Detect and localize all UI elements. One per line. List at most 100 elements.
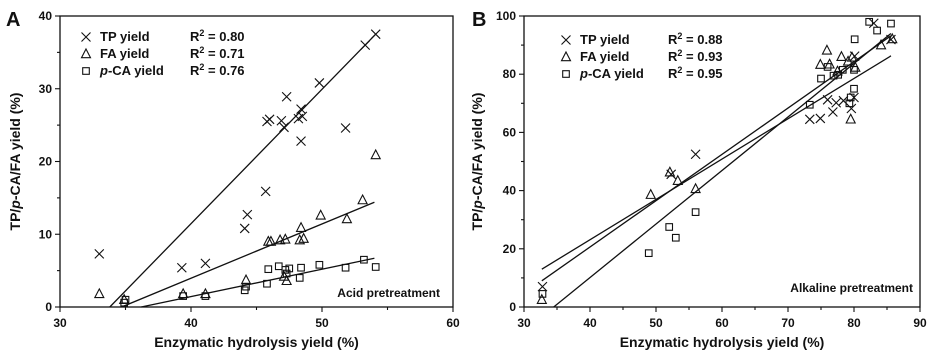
x-tick-label-5: 80 (847, 316, 861, 330)
p-ca-yield-point-9 (834, 70, 843, 79)
tp-yield-point-5 (260, 186, 271, 197)
panel-letter: A (6, 9, 20, 31)
y-tick-label-0: 0 (45, 300, 52, 314)
fa-yield-point-17 (278, 270, 290, 281)
tp-yield-legend-label: TP yield (100, 29, 150, 44)
y-tick-label-3: 60 (503, 125, 517, 139)
p-ca-yield-point-10 (282, 269, 291, 278)
tp-yield-legend-marker (561, 35, 571, 45)
p-ca-yield-fit-line (541, 55, 892, 270)
p-ca-yield-point-3 (201, 292, 210, 300)
fa-yield-point-10 (294, 233, 306, 245)
y-tick-label-1: 10 (39, 227, 53, 241)
p-ca-yield-point-4 (691, 208, 700, 216)
panel-a: A 30 40 50 60 0 10 20 30 40 Enzymatic hydrolysis y… (6, 9, 460, 350)
x-tick-label-2: 50 (315, 316, 329, 330)
tp-yield-point-7 (831, 97, 842, 108)
x-axis-title: Enzymatic hydrolysis yield (%) (620, 334, 825, 350)
tp-yield-point-9 (846, 103, 857, 114)
x-tick-label-6: 90 (913, 316, 927, 330)
tp-yield-point-12 (868, 18, 879, 29)
y-tick-label-2: 20 (39, 155, 53, 169)
pretreatment-annotation: Acid pretreatment (337, 286, 440, 300)
y-axis-title: TP/p-CA/FA yield (%) (7, 93, 23, 231)
fa-yield-point-2 (664, 166, 676, 177)
p-ca-yield-series (538, 17, 895, 298)
fa-yield-point-8 (279, 233, 291, 244)
p-ca-yield-point-16 (360, 255, 368, 264)
tp-yield-point-6 (827, 107, 838, 117)
tp-yield-point-2 (690, 149, 701, 160)
p-ca-yield-point-17 (371, 263, 380, 271)
p-ca-yield-point-2 (179, 292, 187, 300)
p-ca-yield-point-11 (845, 99, 854, 108)
p-ca-yield-point-12 (846, 93, 855, 102)
p-ca-yield-point-6 (263, 279, 271, 288)
tp-yield-point-0 (94, 249, 105, 259)
x-tick-label-1: 40 (184, 316, 198, 330)
tp-yield-point-4 (815, 113, 826, 124)
y-tick-label-0: 0 (509, 300, 516, 314)
fa-yield-legend-marker (80, 47, 92, 59)
tp-yield-legend-marker (81, 32, 91, 42)
fa-yield-point-1 (645, 188, 657, 199)
fa-yield-series (93, 148, 382, 308)
p-ca-yield-point-18 (887, 19, 895, 28)
fa-yield-point-14 (875, 38, 887, 50)
p-ca-yield-point-14 (850, 65, 858, 74)
p-ca-yield-legend-marker (82, 67, 90, 75)
fa-yield-point-6 (265, 235, 277, 246)
fa-yield-point-9 (836, 50, 847, 61)
fa-yield-point-3 (672, 174, 684, 185)
tp-yield-point-3 (804, 114, 815, 125)
tp-yield-point-3 (239, 223, 250, 234)
y-tick-label-5: 100 (496, 9, 516, 23)
tp-yield-point-1 (176, 262, 187, 273)
y-tick-label-4: 40 (39, 9, 53, 23)
tp-yield-legend-r2: R2 = 0.88 (668, 31, 723, 47)
fa-yield-legend-marker (560, 50, 572, 62)
p-ca-yield-point-8 (829, 71, 838, 80)
fa-yield-point-12 (298, 232, 310, 243)
fa-yield-point-11 (295, 221, 307, 232)
p-ca-yield-point-14 (315, 260, 324, 269)
p-ca-yield-point-5 (242, 282, 250, 291)
tp-yield-point-10 (281, 91, 292, 102)
p-ca-yield-point-16 (865, 17, 874, 26)
y-tick-label-4: 80 (503, 67, 517, 81)
fa-yield-point-14 (341, 212, 353, 224)
tp-yield-point-7 (264, 114, 275, 125)
p-ca-yield-point-13 (850, 84, 858, 93)
p-ca-yield-point-12 (295, 274, 304, 282)
p-ca-yield-legend-marker (562, 70, 570, 78)
p-ca-yield-legend-label: p-CA yield (579, 66, 644, 81)
fa-yield-fit-line (121, 201, 375, 308)
p-ca-yield-point-7 (264, 265, 273, 274)
x-tick-label-2: 50 (649, 316, 663, 330)
tp-yield-point-9 (279, 122, 289, 133)
fa-yield-legend-r2: R2 = 0.93 (668, 48, 723, 64)
p-ca-yield-point-15 (341, 263, 350, 272)
p-ca-yield-point-15 (850, 35, 859, 44)
tp-yield-point-0 (537, 281, 548, 292)
tp-yield-legend-label: TP yield (580, 32, 630, 47)
x-tick-label-3: 60 (715, 316, 729, 330)
y-tick-label-3: 30 (39, 82, 53, 96)
p-ca-yield-point-0 (538, 290, 547, 298)
fa-yield-point-4 (690, 182, 702, 194)
p-ca-yield-point-10 (838, 65, 847, 74)
tp-yield-point-16 (340, 123, 351, 133)
fa-yield-legend-label: FA yield (580, 49, 629, 64)
tp-yield-point-17 (360, 40, 371, 50)
fa-yield-point-5 (814, 58, 826, 69)
p-ca-yield-series (120, 255, 380, 308)
p-ca-yield-point-11 (285, 264, 294, 273)
x-tick-label-1: 40 (583, 316, 597, 330)
y-tick-label-2: 40 (503, 184, 517, 198)
fa-yield-point-0 (93, 287, 105, 299)
fa-yield-point-0 (536, 293, 548, 304)
fa-yield-fit-line (541, 35, 892, 282)
panel-letter: B (472, 9, 486, 31)
tp-yield-legend-r2: R2 = 0.80 (190, 28, 245, 44)
